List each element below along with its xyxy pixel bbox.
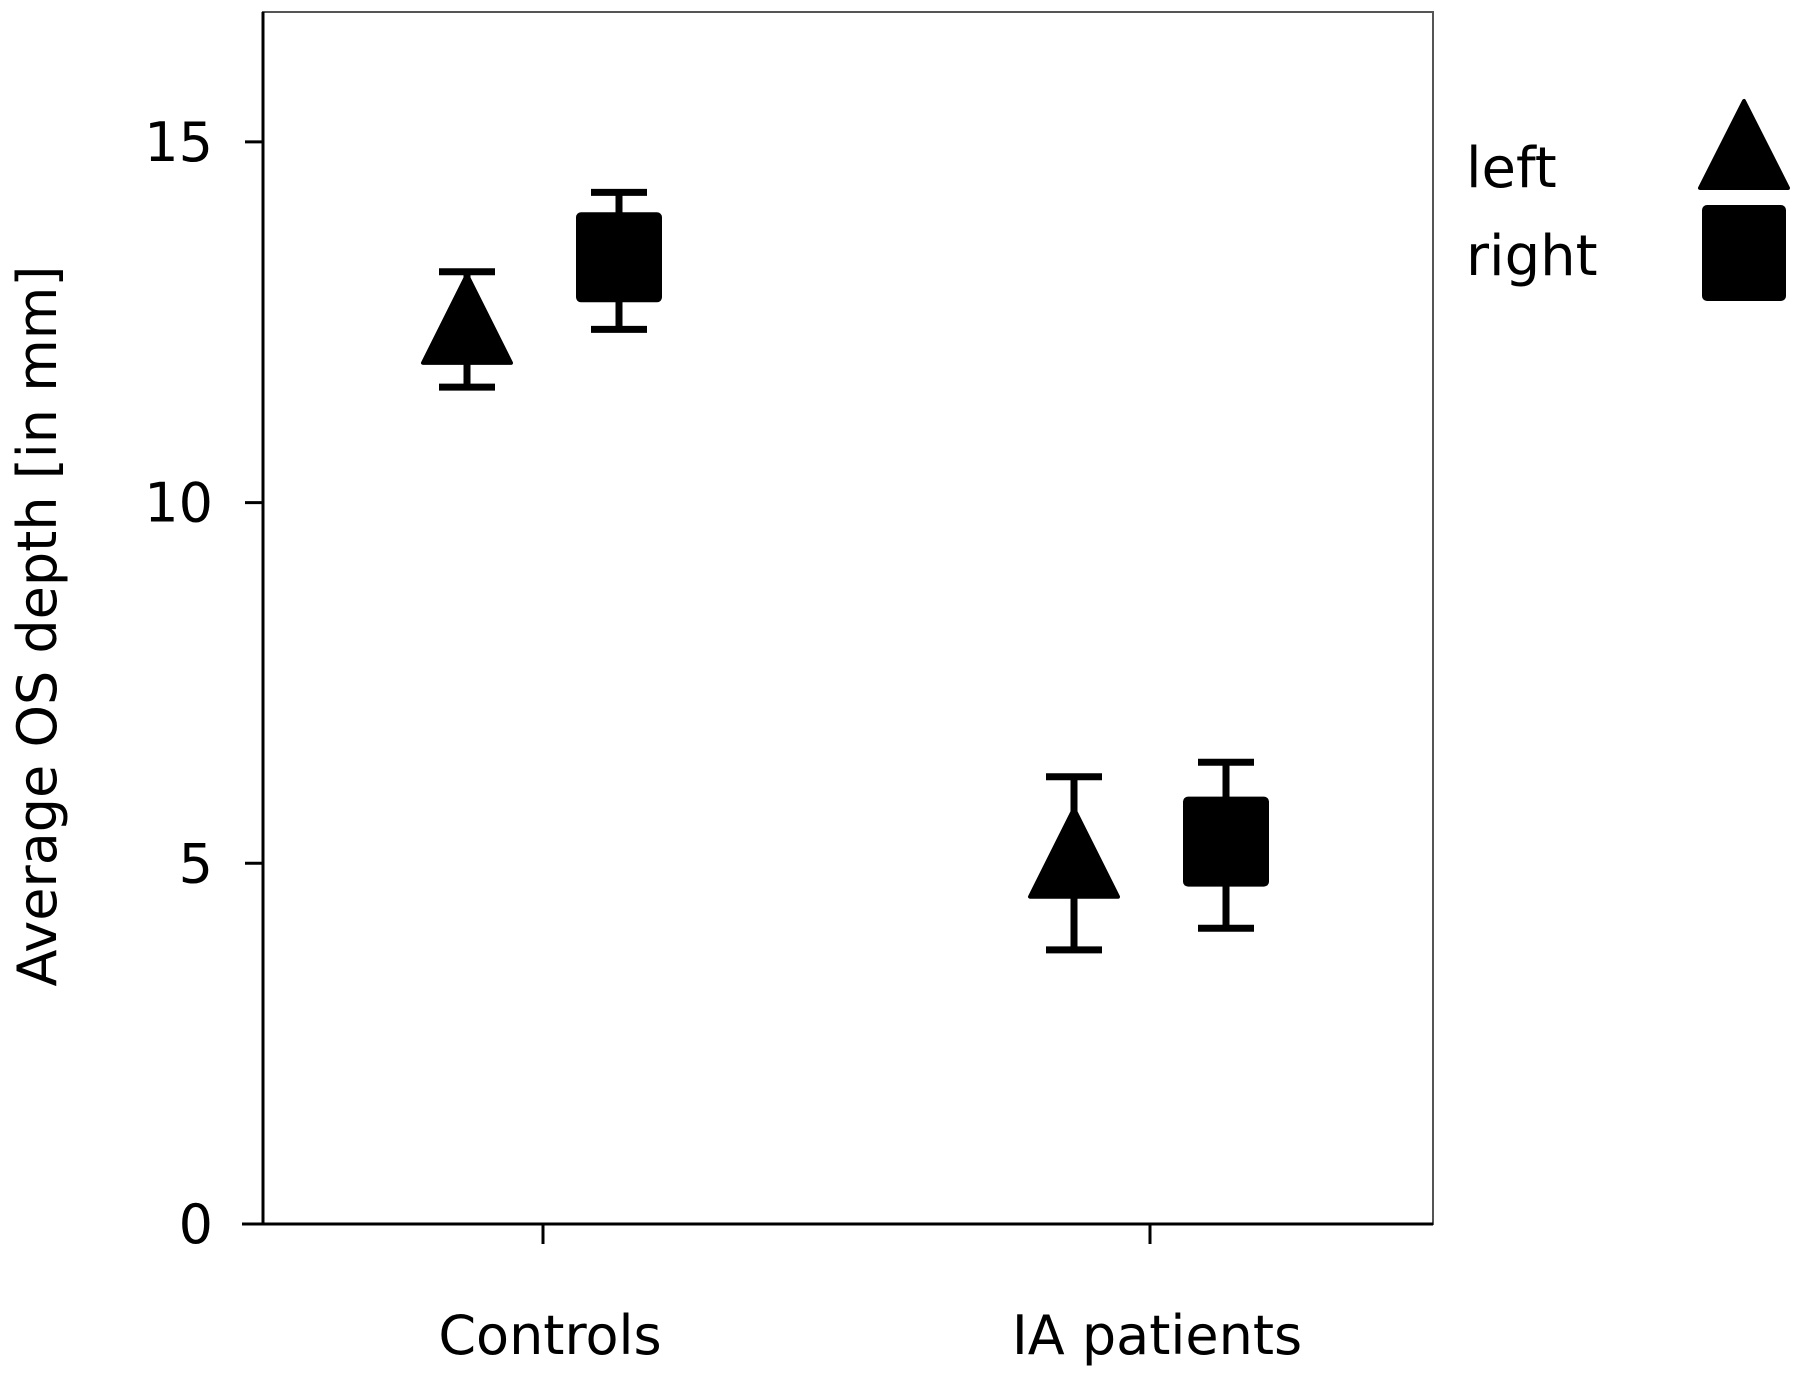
y-tick-label-15: 15 <box>144 111 213 174</box>
plot-frame <box>262 11 1434 1225</box>
y-tick-label-5: 5 <box>179 832 213 895</box>
x-tick-label-0: Controls <box>438 1304 661 1367</box>
legend-label-right: right <box>1466 224 1598 289</box>
x-tick-label-1: IA patients <box>1012 1304 1302 1367</box>
y-tick-label-0: 0 <box>179 1193 213 1256</box>
triangle-marker-0 <box>421 272 513 365</box>
y-ticks: 0 5 10 15 <box>144 111 263 1256</box>
legend-triangle-marker <box>1698 99 1790 190</box>
legend: left right <box>1466 99 1790 301</box>
legend-label-left: left <box>1466 136 1557 201</box>
square-marker-0 <box>576 212 662 303</box>
square-marker-1 <box>1183 796 1269 887</box>
legend-square-marker <box>1702 205 1786 301</box>
triangle-marker-1 <box>1028 806 1120 899</box>
x-ticks: Controls IA patients <box>438 1224 1302 1367</box>
data-marks <box>421 188 1269 954</box>
y-axis-title: Average OS depth [in mm] <box>6 266 69 987</box>
y-tick-label-10: 10 <box>144 472 213 535</box>
